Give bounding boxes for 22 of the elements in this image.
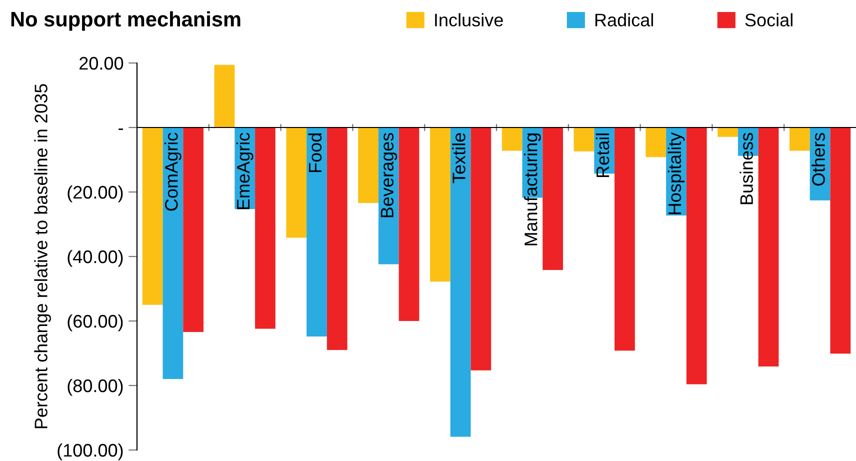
y-tick-label: (20.00): [68, 185, 123, 202]
x-tick-label: EmeAgric: [236, 132, 254, 210]
y-axis-title: Percent change relative to baseline in 2035: [34, 84, 52, 428]
x-tick-label: Manufacturing: [524, 133, 541, 246]
x-tick-label: Textile: [452, 133, 466, 184]
x-tick-label: Beverages: [380, 132, 398, 218]
y-tick-label: 20.00: [80, 56, 124, 70]
x-tick-label: Hospitality: [668, 132, 685, 214]
y-tick-label: -: [118, 128, 124, 130]
x-tick-label: Business: [740, 132, 753, 204]
y-tick-label: (80.00): [68, 378, 123, 396]
x-tick-label: Retail: [596, 134, 610, 178]
x-tick-label: Food: [308, 133, 322, 172]
x-tick-label: ComAgric: [164, 132, 182, 211]
x-tick-label: Others: [812, 132, 825, 186]
legend-label: Radical: [595, 13, 653, 26]
chart-title: No support mechanism: [11, 11, 240, 31]
y-tick-label: (40.00): [68, 250, 123, 267]
legend-label: Inclusive: [435, 13, 503, 26]
y-tick-label: (60.00): [68, 314, 123, 332]
y-tick-label: (100.00): [58, 443, 123, 460]
legend-label: Social: [745, 13, 792, 26]
